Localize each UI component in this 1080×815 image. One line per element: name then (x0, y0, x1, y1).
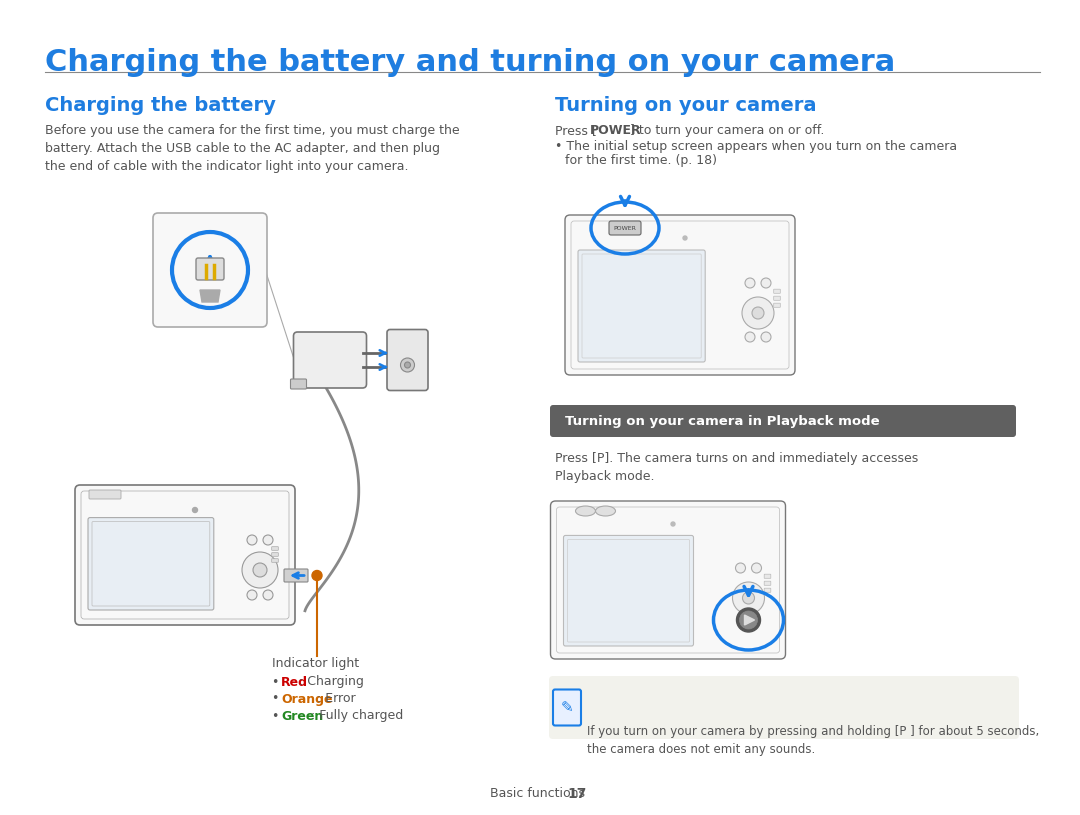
Text: If you turn on your camera by pressing and holding [P ] for about 5 seconds,
the: If you turn on your camera by pressing a… (588, 725, 1039, 756)
Ellipse shape (576, 506, 595, 516)
Circle shape (737, 608, 760, 632)
FancyBboxPatch shape (565, 215, 795, 375)
Text: Charging the battery and turning on your camera: Charging the battery and turning on your… (45, 48, 895, 77)
FancyBboxPatch shape (765, 588, 771, 593)
FancyBboxPatch shape (550, 405, 1016, 437)
FancyBboxPatch shape (195, 258, 224, 280)
Text: Red: Red (281, 676, 308, 689)
Circle shape (683, 236, 687, 240)
Text: Indicator light: Indicator light (272, 658, 360, 671)
FancyBboxPatch shape (272, 553, 279, 557)
Text: Press [: Press [ (555, 124, 597, 137)
Circle shape (264, 590, 273, 600)
FancyBboxPatch shape (294, 332, 366, 388)
Circle shape (743, 592, 755, 604)
FancyBboxPatch shape (578, 250, 705, 362)
Text: 17: 17 (567, 787, 586, 801)
Text: Turning on your camera: Turning on your camera (555, 96, 816, 115)
FancyBboxPatch shape (153, 213, 267, 327)
Circle shape (247, 535, 257, 545)
Text: POWER: POWER (613, 226, 636, 231)
Circle shape (253, 563, 267, 577)
Text: ] to turn your camera on or off.: ] to turn your camera on or off. (630, 124, 824, 137)
Circle shape (732, 582, 765, 614)
Text: ✎: ✎ (561, 700, 573, 715)
Circle shape (192, 508, 198, 513)
Circle shape (264, 535, 273, 545)
FancyBboxPatch shape (75, 485, 295, 625)
Text: : Charging: : Charging (299, 676, 364, 689)
Circle shape (401, 358, 415, 372)
FancyBboxPatch shape (387, 329, 428, 390)
FancyBboxPatch shape (89, 490, 121, 499)
Text: Orange: Orange (281, 693, 333, 706)
Circle shape (752, 563, 761, 573)
Circle shape (745, 332, 755, 342)
FancyBboxPatch shape (553, 689, 581, 725)
Text: •: • (272, 693, 283, 706)
Text: •: • (272, 710, 283, 723)
Circle shape (242, 552, 278, 588)
FancyBboxPatch shape (272, 559, 279, 562)
FancyBboxPatch shape (87, 518, 214, 610)
FancyBboxPatch shape (291, 379, 307, 389)
Text: Before you use the camera for the first time, you must charge the
battery. Attac: Before you use the camera for the first … (45, 124, 460, 173)
Circle shape (740, 611, 757, 629)
Text: Basic functions: Basic functions (490, 787, 585, 800)
Circle shape (745, 278, 755, 288)
Text: Green: Green (281, 710, 323, 723)
Text: Charging the battery: Charging the battery (45, 96, 275, 115)
Text: : Error: : Error (318, 693, 355, 706)
Circle shape (742, 297, 774, 329)
FancyBboxPatch shape (549, 676, 1020, 739)
Polygon shape (200, 290, 220, 302)
Text: POWER: POWER (590, 124, 642, 137)
FancyBboxPatch shape (773, 303, 781, 307)
Text: •: • (272, 676, 283, 689)
FancyBboxPatch shape (765, 575, 771, 579)
Ellipse shape (595, 506, 616, 516)
Text: Turning on your camera in Playback mode: Turning on your camera in Playback mode (565, 415, 879, 428)
FancyBboxPatch shape (609, 221, 642, 235)
Circle shape (761, 332, 771, 342)
FancyBboxPatch shape (773, 289, 781, 293)
Text: for the first time. (p. 18): for the first time. (p. 18) (565, 154, 717, 167)
FancyBboxPatch shape (765, 581, 771, 585)
FancyBboxPatch shape (773, 296, 781, 300)
FancyBboxPatch shape (284, 569, 308, 582)
FancyBboxPatch shape (564, 535, 693, 646)
Text: • The initial setup screen appears when you turn on the camera: • The initial setup screen appears when … (555, 140, 957, 153)
Text: : Fully charged: : Fully charged (311, 710, 403, 723)
Circle shape (405, 362, 410, 368)
Circle shape (671, 522, 675, 526)
Circle shape (752, 307, 764, 319)
Circle shape (761, 278, 771, 288)
Text: Press [P]. The camera turns on and immediately accesses
Playback mode.: Press [P]. The camera turns on and immed… (555, 452, 918, 483)
FancyBboxPatch shape (551, 501, 785, 659)
Circle shape (735, 563, 745, 573)
Circle shape (247, 590, 257, 600)
FancyBboxPatch shape (272, 547, 279, 550)
Circle shape (312, 570, 322, 580)
Polygon shape (744, 615, 755, 625)
